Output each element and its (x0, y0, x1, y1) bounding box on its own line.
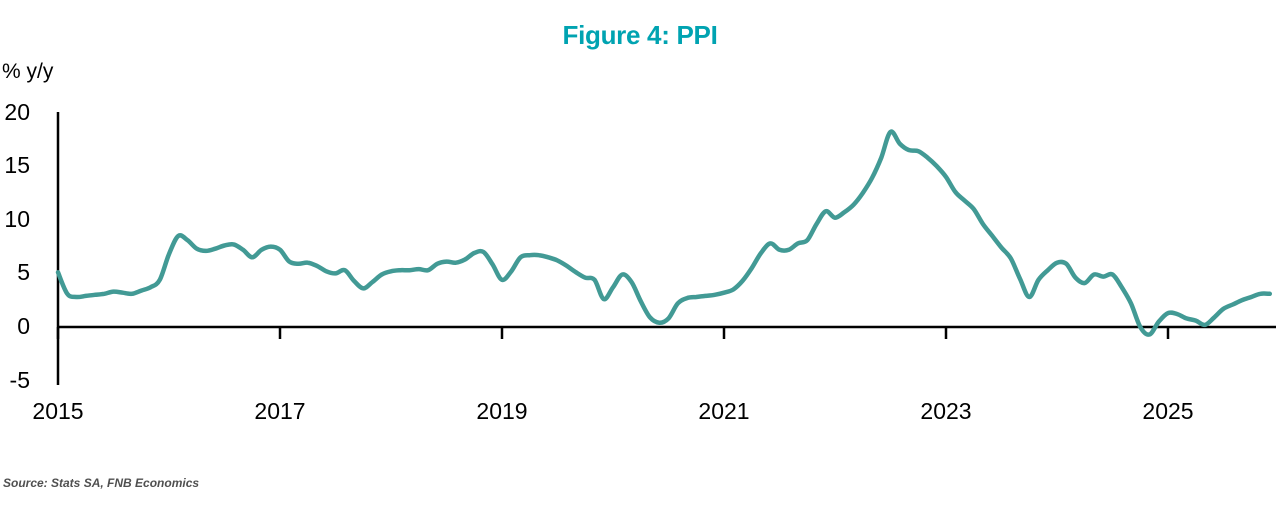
y-tick-label-0: 0 (17, 313, 30, 339)
ppi-series-line (55, 129, 1273, 337)
y-tick-label-15: 15 (4, 152, 30, 179)
x-tick-label-2025: 2025 (1142, 398, 1194, 424)
y-tick-label--5: -5 (9, 366, 30, 393)
y-axis-unit-label: % y/y (2, 60, 54, 83)
x-tick-label-2023: 2023 (920, 398, 972, 424)
x-tick-label-2015: 2015 (32, 398, 84, 424)
y-tick-label-20: 20 (4, 98, 30, 125)
x-tick-label-2017: 2017 (254, 398, 306, 424)
x-tick-label-2021: 2021 (698, 398, 750, 424)
source-note: Source: Stats SA, FNB Economics (3, 476, 200, 490)
figure-title: Figure 4: PPI (562, 20, 718, 50)
x-tick-label-2019: 2019 (476, 398, 528, 424)
y-tick-label-5: 5 (17, 259, 30, 286)
y-tick-label-10: 10 (4, 205, 30, 232)
